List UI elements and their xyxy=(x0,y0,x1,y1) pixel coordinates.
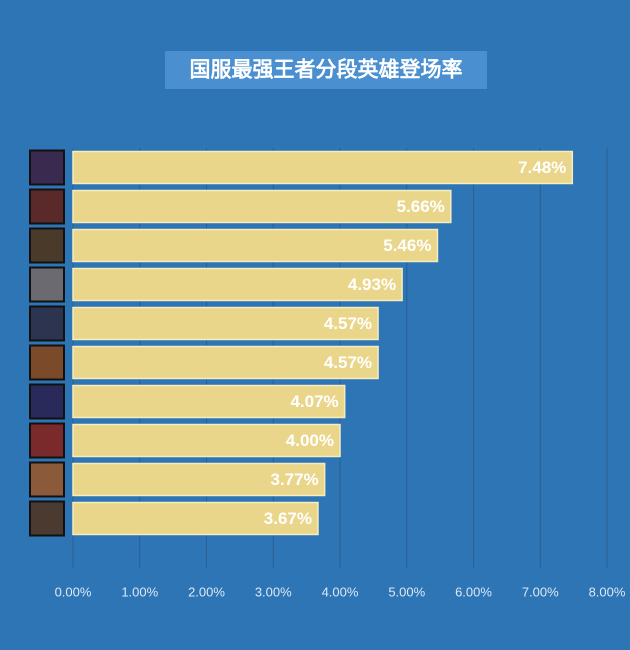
grid: 0.00% 1.00% 2.00% 3.00% 4.00% 5.00% 6.00% 7.00%… xyxy=(55,148,626,599)
x-tick-label: 4.00% xyxy=(322,584,359,599)
x-tick-label: 3.00% xyxy=(255,584,292,599)
title-box xyxy=(165,51,487,89)
x-tick-label: 5.00% xyxy=(388,584,425,599)
value-label: 4.00% xyxy=(286,431,334,450)
value-label: 4.57% xyxy=(324,314,372,333)
chart-title: 国服最强王者分段英雄登场率 xyxy=(190,58,463,82)
bar xyxy=(72,384,346,419)
x-tick-label: 1.00% xyxy=(121,584,158,599)
x-tick-label: 8.00% xyxy=(589,584,626,599)
x-tick-label: 7.00% xyxy=(522,584,559,599)
hero-icon xyxy=(29,227,65,264)
x-tick-label: 0.00% xyxy=(55,584,92,599)
hero-icon xyxy=(29,461,65,498)
bar xyxy=(72,228,439,263)
hero-icon xyxy=(29,266,65,303)
x-tick-label: 2.00% xyxy=(188,584,225,599)
hero-icon xyxy=(29,344,65,381)
bar xyxy=(72,345,379,380)
value-label: 4.57% xyxy=(324,353,372,372)
hero-icon xyxy=(29,500,65,537)
value-label: 4.07% xyxy=(290,392,338,411)
value-label: 3.67% xyxy=(264,509,312,528)
marks: 7.48% 5.66% 5.46% 4.93% 4.57% 4.57% 4.07% 4.00%… xyxy=(29,149,574,537)
bar xyxy=(72,462,326,497)
hero-icon xyxy=(29,188,65,225)
bar xyxy=(72,501,319,536)
bar xyxy=(72,306,379,341)
x-tick-label: 6.00% xyxy=(455,584,492,599)
hero-icon xyxy=(29,305,65,342)
bar xyxy=(72,150,574,185)
hero-icon xyxy=(29,149,65,186)
bar xyxy=(72,189,452,224)
bar xyxy=(72,267,403,302)
hero-icon xyxy=(29,422,65,459)
value-label: 5.46% xyxy=(383,236,431,255)
hero-icon xyxy=(29,383,65,420)
value-label: 3.77% xyxy=(270,470,318,489)
value-label: 4.93% xyxy=(348,275,396,294)
value-label: 5.66% xyxy=(397,197,445,216)
value-label: 7.48% xyxy=(518,158,566,177)
bar xyxy=(72,423,341,458)
